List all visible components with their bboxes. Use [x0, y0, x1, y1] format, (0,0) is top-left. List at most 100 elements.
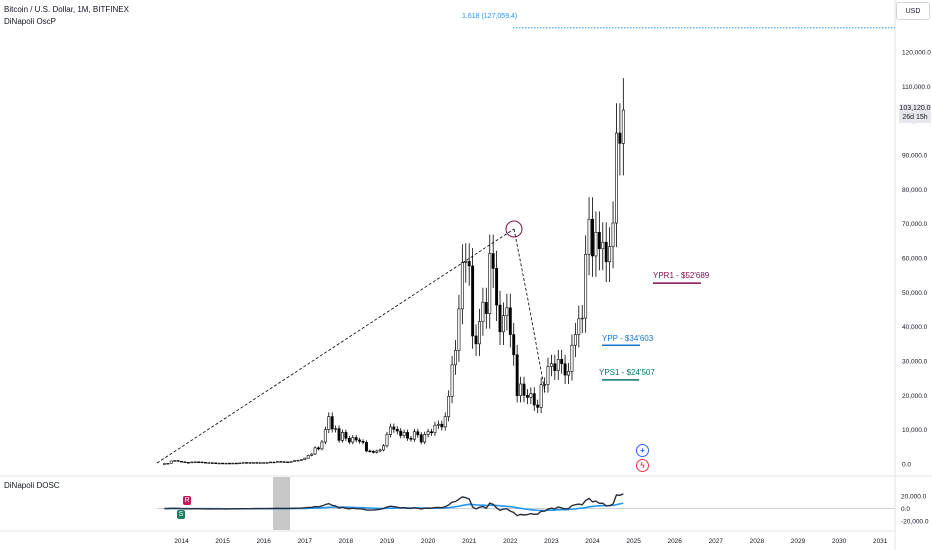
candle-body: [228, 462, 231, 465]
candle-body: [543, 384, 547, 386]
candle-body: [299, 459, 303, 461]
candle-body: [460, 262, 464, 310]
time-tick-label: 2018: [339, 538, 354, 545]
candle-body: [457, 308, 461, 351]
candle-body: [214, 462, 218, 465]
candle-body: [320, 441, 324, 450]
flash-circle-icon[interactable]: ϟ: [636, 459, 649, 472]
symbol-title: Bitcoin / U.S. Dollar, 1M, BITFINEX: [4, 5, 129, 14]
candle-body: [549, 363, 553, 367]
candle-body: [262, 462, 266, 464]
candle-body: [573, 334, 577, 346]
candle-body: [519, 383, 523, 396]
candle-body: [402, 432, 406, 436]
candle-body: [395, 429, 399, 432]
yps1-label: YPS1 - $24'507: [599, 368, 655, 377]
currency-button[interactable]: USD: [896, 2, 930, 20]
trend-line-down: [513, 228, 546, 393]
time-tick-label: 2026: [667, 538, 682, 545]
time-tick-label: 2027: [709, 538, 724, 545]
candle-body: [584, 253, 588, 319]
candle-body: [474, 335, 478, 345]
candle-body: [207, 462, 211, 464]
candle-body: [570, 344, 574, 372]
candle-body: [282, 461, 286, 463]
candle-body: [176, 460, 180, 462]
candle-body: [597, 231, 601, 250]
candle-body: [399, 430, 403, 436]
candle-body: [501, 315, 505, 333]
candle-body: [447, 396, 451, 417]
candle-body: [358, 439, 362, 442]
candle-body: [560, 358, 564, 365]
candle-body: [478, 321, 481, 345]
time-tick-label: 2024: [585, 538, 600, 545]
candle-body: [577, 318, 581, 335]
indicator-title: DiNapoli OscP: [4, 17, 57, 26]
time-tick-label: 2030: [832, 538, 847, 545]
candle-body: [327, 416, 331, 430]
candle-body: [587, 218, 591, 255]
candle-body: [508, 307, 512, 335]
time-tick-label: 2015: [215, 538, 230, 545]
candle-body: [546, 366, 550, 385]
candle-body: [180, 460, 183, 463]
price-tick-label: 10,000.0: [902, 427, 928, 434]
candle-body: [200, 461, 204, 464]
candle-body: [364, 442, 368, 452]
candle-body: [615, 132, 618, 224]
time-tick-label: 2020: [421, 538, 436, 545]
candle-body: [293, 460, 296, 462]
candle-body: [563, 363, 567, 376]
candle-body: [241, 462, 245, 464]
candle-body: [594, 231, 598, 257]
resistance-tag-icon: R: [183, 496, 191, 505]
candle-body: [450, 364, 454, 397]
candle-body: [423, 434, 427, 443]
candle-body: [443, 416, 447, 428]
candle-body: [371, 450, 375, 453]
price-tick-label: 60,000.0: [902, 256, 928, 263]
price-tick-label: 20,000.0: [902, 393, 928, 400]
candle-body: [351, 437, 355, 443]
candle-body: [169, 460, 173, 464]
candle-body: [512, 334, 516, 356]
osc-tick-label: -20,000.0: [901, 519, 929, 526]
price-tick-label: 40,000.0: [902, 324, 928, 331]
ypp-label: YPP - $34'603: [602, 334, 654, 343]
time-tick-label: 2029: [791, 538, 806, 545]
candle-body: [234, 462, 238, 465]
candle-body: [515, 354, 519, 396]
candle-body: [522, 383, 526, 396]
time-tick-label: 2019: [380, 538, 395, 545]
candle-body: [265, 462, 269, 464]
candle-body: [204, 461, 207, 464]
candle-body: [286, 461, 290, 463]
candle-body: [197, 461, 201, 463]
candle-body: [409, 437, 413, 440]
candle-body: [296, 459, 300, 462]
candle-body: [556, 358, 560, 371]
candle-body: [217, 462, 221, 465]
candle-body: [601, 241, 605, 250]
candle-body: [337, 428, 341, 441]
candle-body: [173, 460, 177, 462]
plus-circle-icon[interactable]: +: [636, 444, 649, 457]
candle-body: [183, 461, 187, 463]
price-tick-label: 50,000.0: [902, 290, 928, 297]
candle-body: [279, 461, 283, 463]
price-tick-label: 90,000.0: [902, 153, 928, 160]
peak-marker: [505, 220, 523, 238]
candle-body: [488, 253, 492, 314]
candle-body: [221, 462, 225, 465]
candle-body: [495, 268, 499, 306]
candle-body: [436, 423, 440, 426]
candle-body: [412, 431, 416, 440]
candle-body: [190, 461, 194, 464]
candle-body: [210, 462, 214, 464]
candle-body: [539, 384, 543, 408]
candle-body: [310, 453, 314, 456]
candle-body: [375, 450, 379, 453]
candle-body: [481, 302, 485, 322]
